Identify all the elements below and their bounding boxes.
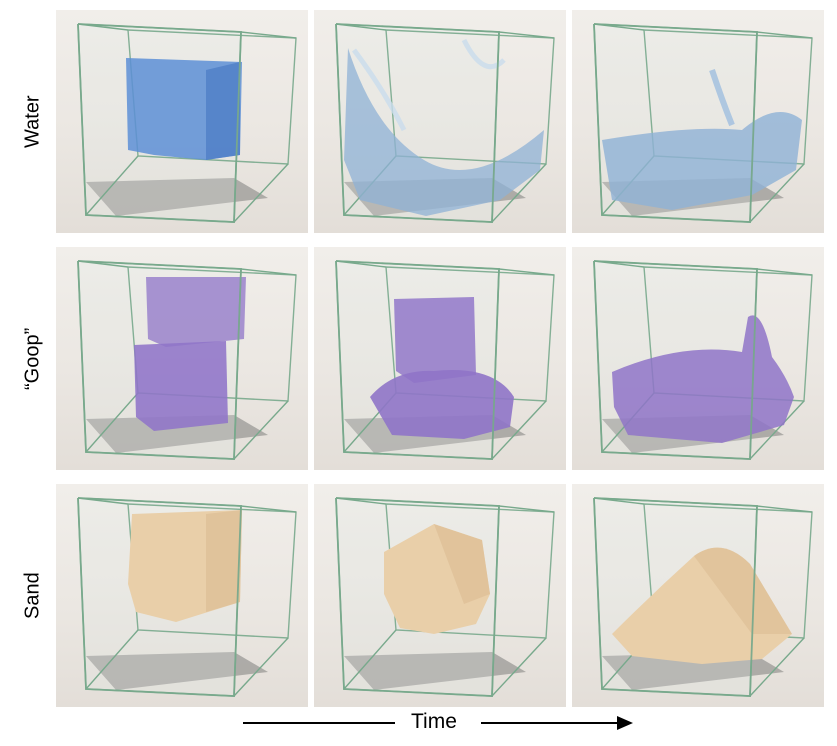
panel-water-t1 <box>56 10 308 233</box>
simulation-frame <box>77 23 297 223</box>
simulation-frame <box>335 497 555 697</box>
panel-goop-t2 <box>314 247 566 470</box>
panel-water-t3 <box>572 10 824 233</box>
row-label-sand: Sand <box>21 572 44 619</box>
simulation-frame <box>335 23 555 223</box>
panel-sand-t3 <box>572 484 824 707</box>
time-arrow-right-line <box>481 722 619 724</box>
simulation-frame <box>77 260 297 460</box>
panel-goop-t1 <box>56 247 308 470</box>
time-axis: Time <box>243 705 633 741</box>
simulation-frame <box>77 497 297 697</box>
arrow-right-icon <box>617 716 633 730</box>
simulation-frame <box>593 497 813 697</box>
row-label-water: Water <box>21 95 44 148</box>
panel-sand-t1 <box>56 484 308 707</box>
row-label-goop: “Goop” <box>21 327 44 390</box>
time-arrow-left-line <box>243 722 395 724</box>
simulation-frame <box>593 260 813 460</box>
simulation-frame <box>593 23 813 223</box>
panel-water-t2 <box>314 10 566 233</box>
simulation-frame <box>335 260 555 460</box>
panel-sand-t2 <box>314 484 566 707</box>
time-label: Time <box>411 710 457 733</box>
panel-goop-t3 <box>572 247 824 470</box>
